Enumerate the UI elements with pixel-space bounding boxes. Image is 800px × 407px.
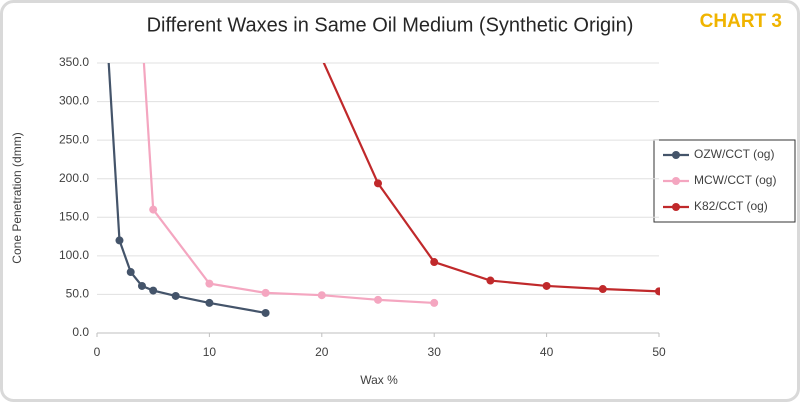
y-tick-label: 0.0 (72, 325, 89, 339)
y-tick-label: 250.0 (59, 132, 89, 146)
legend-marker (672, 203, 680, 211)
data-point (137, 281, 146, 290)
chart-title: Different Waxes in Same Oil Medium (Synt… (147, 14, 634, 36)
data-point (486, 276, 495, 285)
data-point (430, 258, 439, 267)
legend-marker (672, 151, 680, 159)
legend-label: K82/CCT (og) (694, 199, 768, 213)
legend-marker (672, 177, 680, 185)
x-tick-label: 50 (652, 345, 666, 359)
data-point (598, 285, 607, 294)
data-point (149, 286, 158, 295)
data-point (149, 205, 158, 214)
chart-badge: CHART 3 (700, 11, 782, 32)
y-tick-label: 300.0 (59, 94, 89, 108)
data-point (374, 295, 382, 304)
y-axis-label: Cone Penetration (dmm) (10, 132, 24, 263)
y-tick-label: 350.0 (59, 55, 89, 69)
data-point (261, 288, 270, 297)
data-point (430, 298, 439, 307)
series-line (107, 63, 266, 315)
x-tick-label: 30 (428, 345, 442, 359)
x-tick-label: 0 (94, 345, 101, 359)
x-tick-label: 20 (315, 345, 329, 359)
y-tick-label: 50.0 (66, 287, 90, 301)
y-tick-label: 100.0 (59, 248, 89, 262)
plot-area (107, 63, 660, 317)
data-point (261, 308, 270, 317)
data-point (205, 298, 214, 307)
y-tick-label: 150.0 (59, 209, 89, 223)
data-point (542, 281, 551, 290)
y-tick-label: 200.0 (59, 171, 89, 185)
data-point (374, 179, 382, 188)
data-point (171, 291, 180, 300)
data-point (126, 268, 135, 277)
data-point (317, 291, 326, 300)
x-tick-label: 10 (203, 345, 217, 359)
legend-label: OZW/CCT (og) (694, 147, 774, 161)
legend-label: MCW/CCT (og) (694, 173, 776, 187)
data-point (205, 279, 214, 288)
data-point (115, 236, 124, 245)
data-point (655, 287, 660, 296)
x-axis-label: Wax % (360, 373, 398, 387)
x-tick-label: 40 (540, 345, 554, 359)
